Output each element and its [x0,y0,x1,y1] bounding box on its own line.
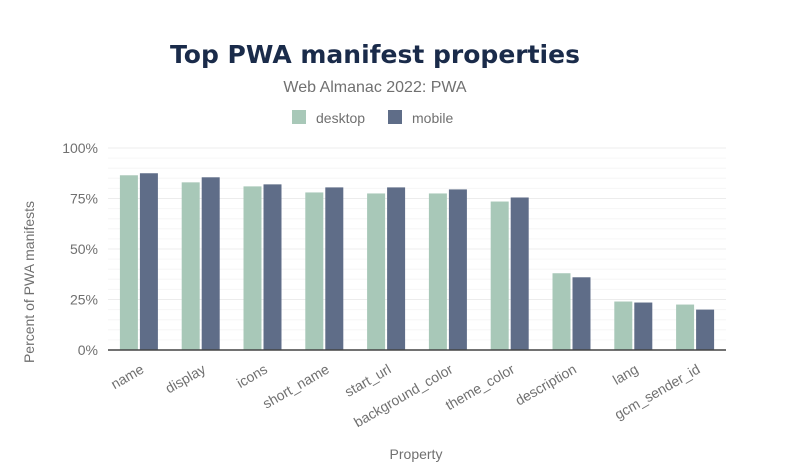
x-tick-label: lang [610,361,641,388]
bar-mobile-short_name [325,187,344,350]
legend-label-mobile: mobile [412,110,453,126]
bar-mobile-theme_color [510,197,529,350]
bar-mobile-description [572,277,591,350]
x-tick-label: theme_color [442,361,517,414]
x-tick-label: icons [234,361,270,391]
bar-desktop-gcm_sender_id [676,304,695,350]
legend-swatch-mobile [388,110,402,124]
bar-desktop-background_color [428,193,447,350]
y-tick-label: 75% [70,191,98,207]
chart-subtitle: Web Almanac 2022: PWA [283,79,467,96]
y-tick-label: 50% [70,241,98,257]
bar-desktop-theme_color [490,201,509,350]
x-tick-label: start_url [342,361,394,400]
bar-desktop-description [552,273,571,350]
y-axis-ticks: 0% 25% 50% 75% 100% [62,140,98,358]
bar-mobile-name [139,173,158,350]
x-axis-title: Property [390,446,443,462]
bar-desktop-name [119,175,138,350]
bars [119,173,715,350]
bar-desktop-short_name [305,192,324,350]
legend-swatch-desktop [292,110,306,124]
x-tick-label: short_name [260,361,332,412]
bar-mobile-icons [263,184,282,350]
legend-label-desktop: desktop [316,110,365,126]
bar-mobile-start_url [387,187,406,350]
y-axis-title: Percent of PWA manifests [21,201,37,363]
y-tick-label: 100% [62,140,98,156]
bar-desktop-lang [614,301,633,350]
bar-mobile-gcm_sender_id [696,309,715,350]
bar-mobile-lang [634,302,653,350]
y-tick-label: 25% [70,292,98,308]
x-tick-label: name [108,361,147,392]
bar-desktop-start_url [367,193,386,350]
legend: desktop mobile [292,110,453,126]
bar-desktop-display [181,182,200,350]
x-tick-label: display [162,361,208,397]
y-tick-label: 0% [78,342,98,358]
gridlines [108,147,726,341]
bar-desktop-icons [243,186,262,350]
bar-mobile-display [201,177,220,350]
bar-mobile-background_color [448,189,467,350]
x-tick-label: description [512,361,579,409]
chart-title: Top PWA manifest properties [170,40,580,69]
